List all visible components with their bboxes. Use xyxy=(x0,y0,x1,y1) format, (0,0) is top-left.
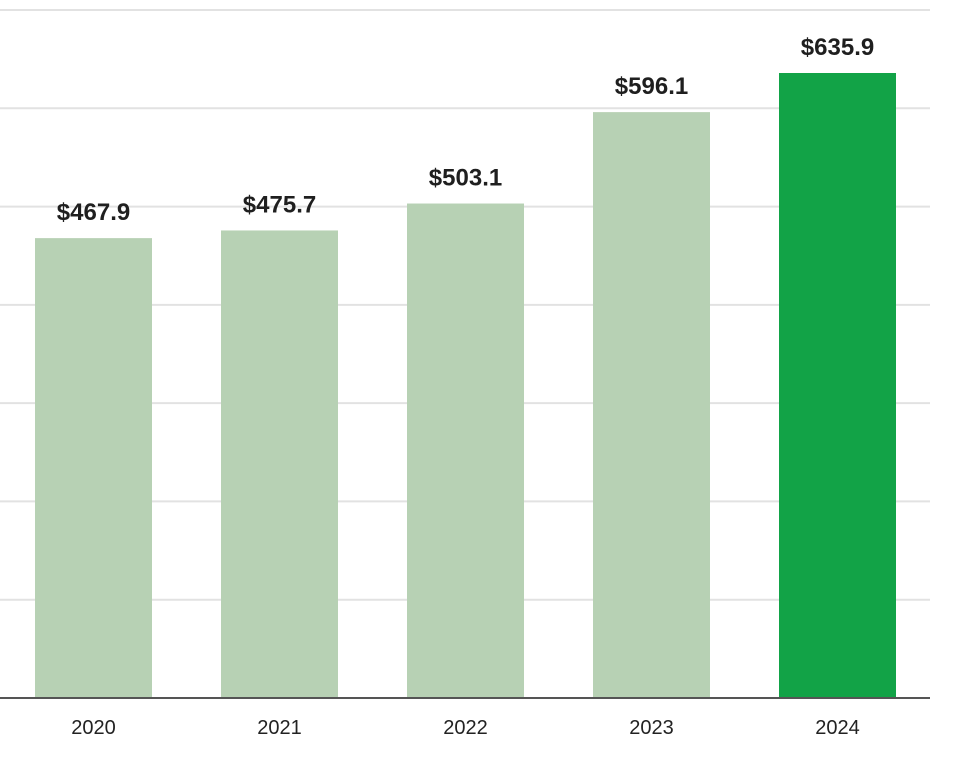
bar-2022 xyxy=(407,203,524,698)
x-tick-labels: 2020 2021 2022 2023 2024 xyxy=(71,717,860,739)
bar-2020 xyxy=(35,238,152,698)
bars xyxy=(35,73,896,699)
data-labels: $467.9 $475.7 $503.1 $596.1 $635.9 xyxy=(57,34,874,226)
x-tick-label-2020: 2020 xyxy=(71,717,116,739)
x-tick-label-2021: 2021 xyxy=(257,717,302,739)
x-tick-label-2023: 2023 xyxy=(629,717,674,739)
data-label-2022: $503.1 xyxy=(429,165,502,192)
bar-2023 xyxy=(593,112,710,699)
bar-2021 xyxy=(221,230,338,698)
bar-2024 xyxy=(779,73,896,698)
data-label-2021: $475.7 xyxy=(243,191,316,218)
data-label-2024: $635.9 xyxy=(801,34,874,61)
data-label-2023: $596.1 xyxy=(615,73,688,100)
x-tick-label-2024: 2024 xyxy=(815,717,860,739)
x-tick-label-2022: 2022 xyxy=(443,717,488,739)
data-label-2020: $467.9 xyxy=(57,199,130,226)
